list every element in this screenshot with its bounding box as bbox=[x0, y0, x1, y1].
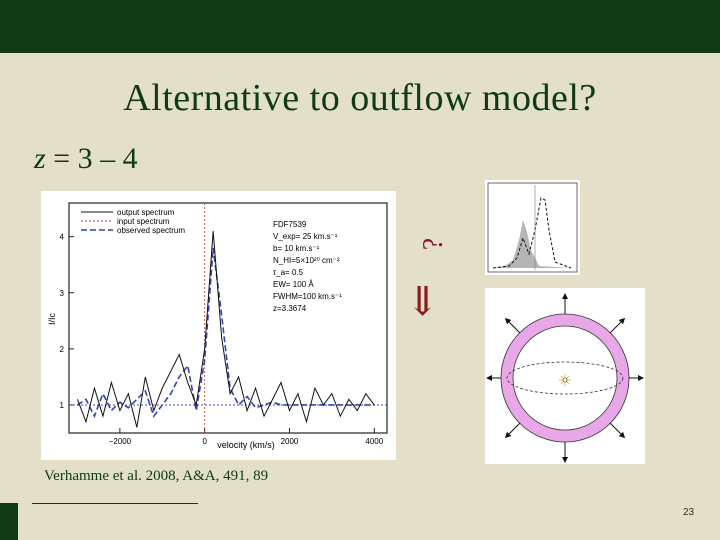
outflow-arrow-upright bbox=[609, 317, 626, 334]
x-tick-label: −2000 bbox=[109, 437, 132, 446]
central-source bbox=[562, 377, 568, 383]
x-tick-label: 0 bbox=[202, 437, 207, 446]
spectrum-plot: −2000 0 2000 4000 1 2 3 4 output spectrum input… bbox=[47, 202, 388, 450]
slide-title: Alternative to outflow model? bbox=[123, 77, 597, 119]
y-tick-label: 3 bbox=[60, 289, 65, 298]
model-parameters: FDF7539 V_exp= 25 km.s⁻¹ b= 10 km.s⁻¹ N_HI=… bbox=[273, 220, 342, 313]
model-parameter: EW= 100 Å bbox=[273, 280, 314, 289]
outflow-arrow-downright bbox=[609, 422, 626, 439]
citation: Verhamme et al. 2008, A&A, 491, 89 bbox=[44, 468, 269, 484]
series-output-spectrum bbox=[77, 231, 375, 428]
title-bar bbox=[0, 0, 720, 53]
y-axis-label: I/Ic bbox=[47, 313, 57, 326]
profile-area bbox=[493, 220, 571, 268]
question-mark: ? bbox=[418, 237, 450, 251]
outflow-arrow-upleft bbox=[504, 317, 521, 334]
x-tick-label: 4000 bbox=[365, 437, 383, 446]
profile-frame bbox=[487, 182, 578, 273]
model-parameter: FDF7539 bbox=[273, 220, 307, 229]
redshift-range: z = 3 – 4 bbox=[34, 142, 138, 176]
y-tick-label: 1 bbox=[60, 401, 65, 410]
series-observed-spectrum bbox=[77, 247, 375, 419]
shell-diagram-panel bbox=[485, 288, 645, 464]
model-parameter: FWHM=100 km.s⁻¹ bbox=[273, 292, 342, 301]
footer-accent-bar bbox=[0, 503, 18, 540]
spectrum-plot-panel: −2000 0 2000 4000 1 2 3 4 output spectrum input… bbox=[41, 191, 396, 460]
expanding-shell-diagram bbox=[486, 293, 644, 463]
model-parameter: N_HI=5×10²⁰ cm⁻² bbox=[273, 256, 340, 265]
legend: output spectrum input spectrum observed … bbox=[81, 208, 185, 235]
footer-rule bbox=[32, 503, 198, 504]
plot-frame bbox=[68, 202, 388, 434]
model-parameter: z=3.3674 bbox=[273, 304, 307, 313]
x-tick-label: 2000 bbox=[281, 437, 299, 446]
shell-inner-edge bbox=[512, 325, 618, 431]
profile-plot bbox=[487, 182, 578, 273]
double-arrow-icon: ⇐ bbox=[399, 283, 445, 318]
redshift-variable: z bbox=[34, 142, 46, 175]
legend-output: output spectrum bbox=[117, 208, 175, 217]
page-number: 23 bbox=[683, 507, 695, 518]
y-tick-label: 2 bbox=[60, 345, 65, 354]
y-tick-label: 4 bbox=[60, 233, 65, 242]
redshift-value: = 3 – 4 bbox=[45, 142, 138, 175]
profile-plot-panel bbox=[485, 180, 580, 275]
x-axis-label: velocity (km/s) bbox=[217, 440, 275, 450]
model-parameter: τ_a= 0.5 bbox=[273, 268, 304, 277]
shell-equator bbox=[506, 361, 624, 395]
model-parameter: V_exp= 25 km.s⁻¹ bbox=[273, 232, 338, 241]
legend-input: input spectrum bbox=[117, 217, 170, 226]
legend-observed: observed spectrum bbox=[117, 226, 185, 235]
outflow-arrow-downleft bbox=[504, 422, 521, 439]
model-parameter: b= 10 km.s⁻¹ bbox=[273, 244, 320, 253]
